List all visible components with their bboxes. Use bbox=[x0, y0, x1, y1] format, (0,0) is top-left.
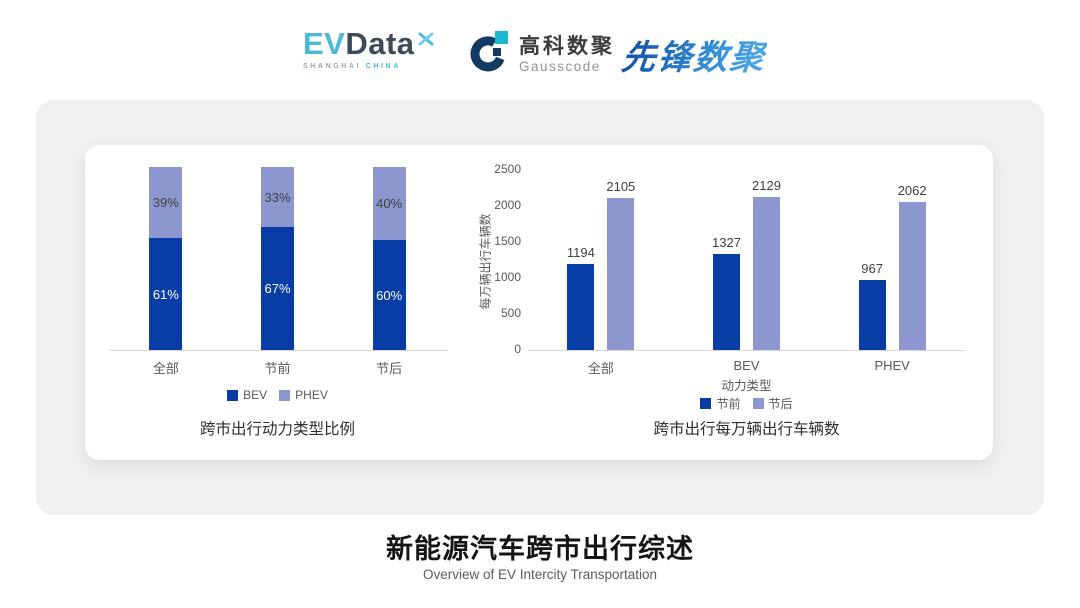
gausscode-logo: 高科数聚 Gausscode bbox=[468, 30, 615, 79]
bar-value-label: 967 bbox=[861, 261, 883, 277]
stacked-bar-segment-PHEV: 40% bbox=[372, 167, 406, 241]
x-tick-label: 节前 bbox=[264, 361, 291, 376]
x-axis-line bbox=[528, 350, 965, 351]
stacked-bar-segment-PHEV: 33% bbox=[261, 167, 294, 228]
bar-value-label: 2062 bbox=[897, 182, 927, 198]
bar-value-label: 1194 bbox=[566, 245, 595, 261]
legend-item-节前: 节前 bbox=[700, 395, 741, 412]
legend-swatch-icon bbox=[752, 398, 764, 409]
grouped-chart-legend: 节前 节后 bbox=[528, 395, 965, 412]
stacked-bar-segment-BEV: 60% bbox=[372, 240, 406, 350]
legend-item-节后: 节后 bbox=[752, 395, 793, 412]
y-tick-label: 1000 bbox=[494, 270, 521, 284]
legend-item-PHEV: PHEV bbox=[279, 388, 328, 402]
y-tick-label: 1500 bbox=[494, 234, 521, 248]
x-tick-label: BEV bbox=[733, 358, 760, 373]
grouped-chart-xlabel: 动力类型 bbox=[721, 379, 772, 393]
y-tick-label: 500 bbox=[500, 306, 521, 320]
y-tick-label: 0 bbox=[514, 342, 521, 356]
bar-value-label: 1327 bbox=[712, 235, 741, 251]
segment-value-label: 33% bbox=[264, 189, 291, 205]
grouped-bar-节前 bbox=[567, 264, 595, 350]
evdata-sub-china: CHINA bbox=[365, 63, 401, 70]
legend-swatch-icon bbox=[279, 389, 291, 401]
legend-label: PHEV bbox=[295, 388, 328, 402]
page-title: 新能源汽车跨市出行综述 bbox=[386, 534, 694, 564]
gausscode-en-text: Gausscode bbox=[519, 59, 601, 75]
grouped-chart-title: 跨市出行每万辆出行车辆数 bbox=[653, 421, 840, 438]
gausscode-cn-text: 高科数聚 bbox=[519, 34, 615, 58]
evdata-sub-shanghai: SHANGHAI bbox=[303, 63, 362, 70]
evdata-subtitle: SHANGHAI CHINA bbox=[303, 63, 435, 70]
stacked-bar-segment-BEV: 61% bbox=[149, 238, 183, 350]
chart-card: BEV PHEV 节前 节后 跨市出行动力类型比例 跨市出行每万辆出行车辆数 动力类… bbox=[85, 145, 993, 460]
x-tick-label: 全部 bbox=[587, 361, 614, 376]
y-tick-label: 2000 bbox=[494, 198, 521, 212]
segment-value-label: 67% bbox=[264, 281, 291, 297]
stacked-chart-title: 跨市出行动力类型比例 bbox=[199, 421, 355, 438]
stacked-chart-legend: BEV PHEV bbox=[110, 388, 445, 402]
grouped-bar-节前 bbox=[713, 254, 740, 350]
segment-value-label: 61% bbox=[152, 286, 179, 302]
evdata-data-text: Data bbox=[345, 26, 415, 61]
legend-item-BEV: BEV bbox=[227, 388, 267, 402]
legend-label: 节前 bbox=[716, 397, 741, 411]
grouped-bar-节后 bbox=[753, 196, 780, 350]
grouped-bar-节后 bbox=[898, 201, 926, 350]
stacked-bar-segment-BEV: 67% bbox=[261, 227, 294, 350]
legend-swatch-icon bbox=[700, 398, 712, 409]
evdata-wordmark: EV Data bbox=[303, 28, 435, 59]
x-tick-label: PHEV bbox=[874, 358, 910, 373]
segment-value-label: 60% bbox=[376, 287, 403, 303]
evdata-ev-text: EV bbox=[303, 26, 346, 61]
grouped-bar-节前 bbox=[858, 280, 886, 350]
page-subtitle: Overview of EV Intercity Transportation bbox=[422, 567, 658, 582]
x-axis-line bbox=[110, 350, 447, 351]
evdata-spark-icon bbox=[417, 22, 435, 53]
stacked-bar-segment-PHEV: 39% bbox=[149, 167, 183, 239]
bar-value-label: 2105 bbox=[606, 179, 636, 195]
segment-value-label: 39% bbox=[152, 195, 179, 211]
grouped-bar-节后 bbox=[607, 198, 635, 350]
pioneer-logo: 先锋数聚 bbox=[619, 30, 768, 79]
gausscode-wordmark: 高科数聚 Gausscode bbox=[519, 35, 615, 74]
legend-label: BEV bbox=[243, 388, 268, 402]
legend-label: 节后 bbox=[768, 397, 793, 411]
evdata-logo: EV Data SHANGHAI CHINA bbox=[303, 28, 435, 70]
bar-value-label: 2129 bbox=[752, 177, 781, 193]
x-tick-label: 节后 bbox=[376, 361, 403, 376]
segment-value-label: 40% bbox=[376, 196, 403, 212]
x-tick-label: 全部 bbox=[152, 361, 179, 376]
y-tick-label: 2500 bbox=[494, 162, 521, 176]
legend-swatch-icon bbox=[227, 389, 239, 401]
logo-header: EV Data SHANGHAI CHINA bbox=[0, 0, 1080, 95]
gausscode-g-icon bbox=[468, 30, 510, 79]
